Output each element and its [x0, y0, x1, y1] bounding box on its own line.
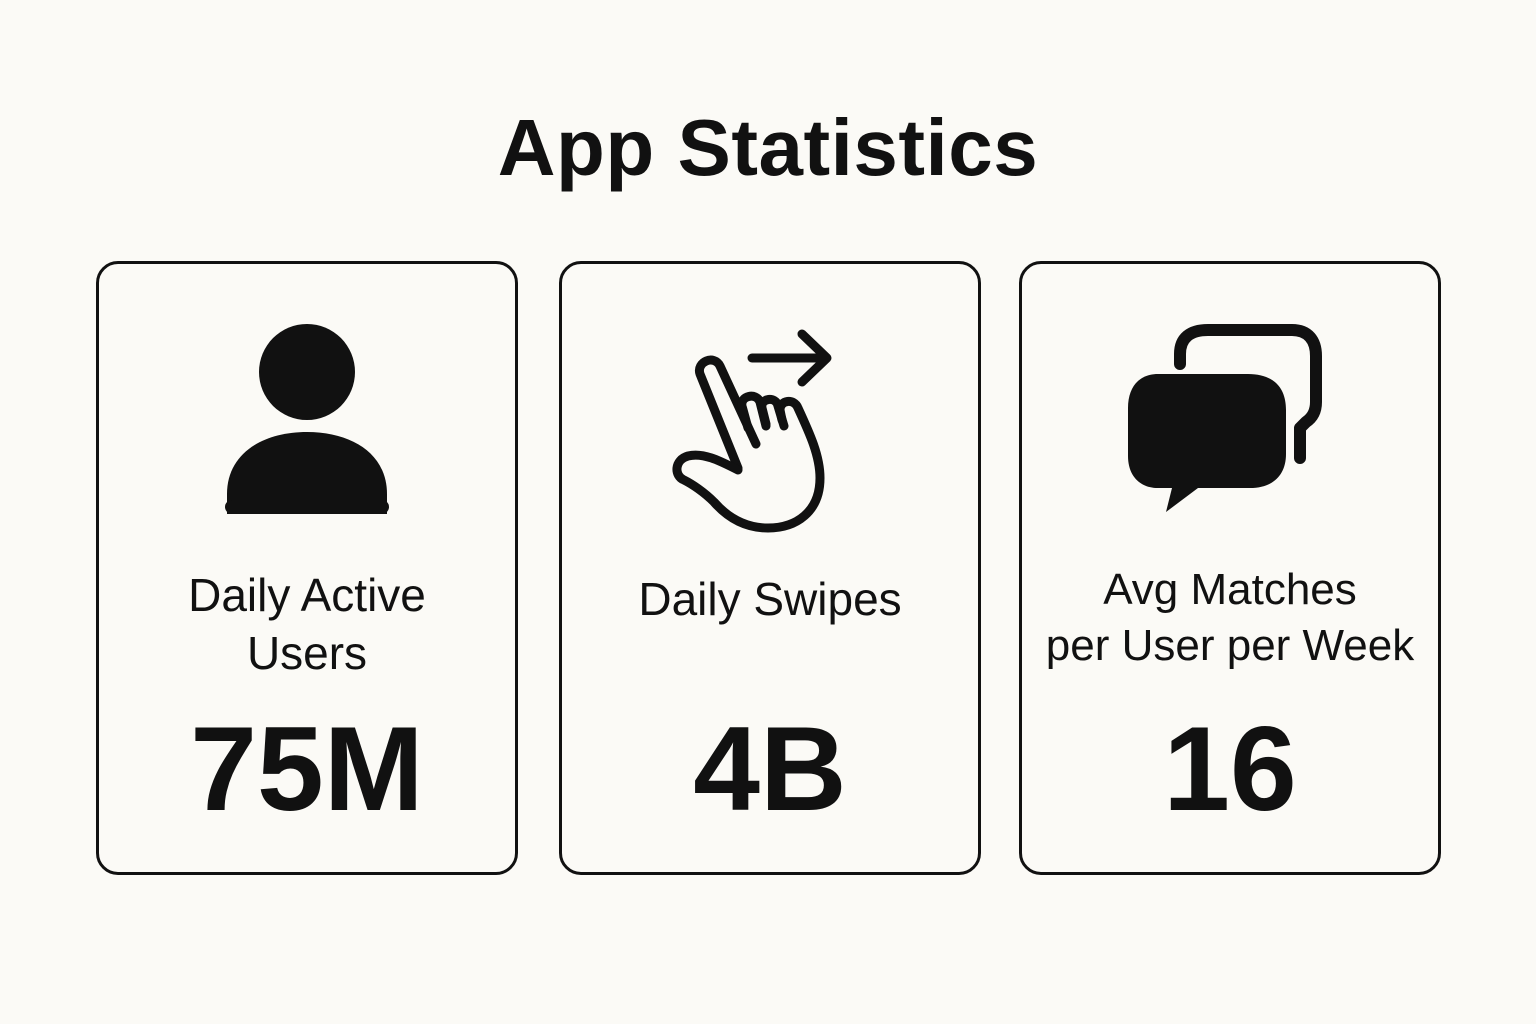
user-icon: [225, 324, 389, 514]
stat-value: 16: [1163, 702, 1297, 836]
stat-card-avg-matches: Avg Matches per User per Week 16: [1019, 261, 1441, 875]
stat-card-daily-swipes: Daily Swipes 4B: [559, 261, 981, 875]
stat-label-line1: Avg Matches: [1103, 565, 1357, 614]
stat-label: Avg Matches per User per Week: [1022, 562, 1438, 674]
stat-card-daily-active-users: Daily Active Users 75M: [96, 261, 518, 875]
stat-value: 75M: [190, 702, 424, 836]
stat-label-line1: Daily Swipes: [638, 573, 902, 625]
stat-label-line2: Users: [246, 627, 368, 679]
swipe-hand-icon: [672, 329, 832, 533]
stat-label: Daily Active Users: [99, 566, 515, 682]
chat-bubbles-icon: [1128, 324, 1322, 512]
page-title: App Statistics: [497, 103, 1039, 192]
stat-label: Daily Swipes: [562, 570, 978, 628]
stat-label-line1: Daily Active: [188, 569, 426, 621]
stat-value: 4B: [693, 702, 847, 836]
stat-label-line2: per User per Week: [1045, 621, 1415, 670]
